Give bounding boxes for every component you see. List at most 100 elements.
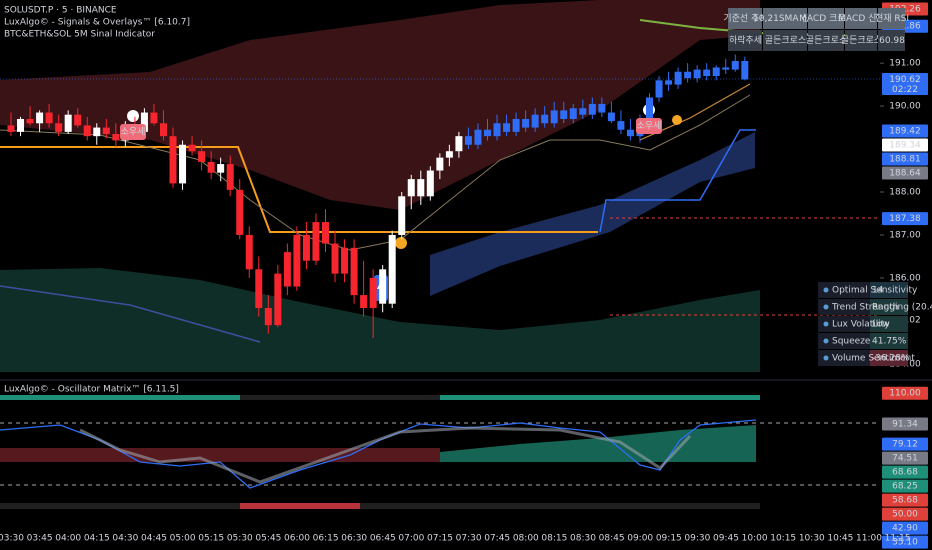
candle-body <box>264 307 272 326</box>
price-tag-label: 79.12 <box>892 440 918 450</box>
x-tick-label: 08:15 <box>541 534 567 544</box>
candle-body <box>503 123 511 132</box>
price-tag <box>882 386 928 400</box>
table-header: 10,21SMA 신호 <box>753 13 818 24</box>
signal-label-box <box>120 124 146 140</box>
info-label-cell <box>818 299 870 315</box>
candle-body <box>350 247 358 296</box>
x-tick-label: 09:15 <box>656 534 682 544</box>
info-value-cell <box>870 316 908 332</box>
candle-body <box>255 269 263 308</box>
candle-body <box>388 234 396 304</box>
table-header: MACD 크로스 <box>799 13 854 24</box>
candle-body <box>550 110 558 124</box>
info-value: -36.28% <box>872 354 910 364</box>
price-tag-label: 68.68 <box>892 468 918 478</box>
price-tag <box>882 212 928 226</box>
candle-body <box>455 136 463 152</box>
table-value: 하락추세 <box>729 34 762 46</box>
price-tag-label: 188.81 <box>889 155 921 165</box>
trend-band <box>430 132 755 296</box>
table-header-cell <box>845 8 877 29</box>
candle-body <box>83 125 91 137</box>
candle-body <box>102 127 110 135</box>
candle-body <box>522 118 530 128</box>
candle-body <box>64 114 72 132</box>
table-header-cell <box>728 8 762 29</box>
x-tick-label: 07:15 <box>427 534 453 544</box>
table-cell <box>845 30 877 51</box>
candle-body <box>674 71 682 85</box>
price-tag <box>882 451 928 465</box>
candle-body <box>512 118 520 132</box>
candle-body <box>169 136 177 184</box>
price-tag-label: 187.38 <box>889 214 921 224</box>
price-tag <box>882 507 928 521</box>
header-text: SOLUSDT.P · 5 · BINANCE <box>4 6 117 16</box>
price-tag <box>882 521 928 535</box>
info-value-cell <box>870 333 908 349</box>
x-tick-label: 09:30 <box>684 534 710 544</box>
candle-body <box>417 179 425 197</box>
x-tick-label: 06:30 <box>341 534 367 544</box>
x-tick-label: 05:15 <box>198 534 224 544</box>
price-tag-label: 188.64 <box>889 169 921 179</box>
header-text: BTC&ETH&SOL 5M Sinal Indicator <box>4 30 155 40</box>
candle-body <box>626 129 634 137</box>
info-value: 14 <box>872 286 884 296</box>
table-value: 60.98 <box>879 36 905 46</box>
x-tick-label: 04:00 <box>55 534 81 544</box>
signal-dot <box>672 115 682 125</box>
x-tick-label: 10:15 <box>770 534 796 544</box>
candle-body <box>331 243 339 274</box>
signal-label: 소우세 <box>637 121 662 132</box>
candle-body <box>531 114 539 128</box>
candle-body <box>741 60 749 80</box>
x-tick-label: 03:45 <box>27 534 53 544</box>
price-tag-label: 192.26 <box>889 5 921 15</box>
x-tick-label: 05:45 <box>255 534 281 544</box>
info-icon <box>823 287 829 293</box>
candle-body <box>541 114 549 124</box>
candle-body <box>474 129 482 145</box>
price-tag-label: 42.90 <box>892 524 918 534</box>
candle-body <box>198 151 206 162</box>
info-label: Optimal Sensitivity <box>832 286 918 296</box>
x-tick-label: 03:30 <box>0 534 24 544</box>
x-tick-label: 08:30 <box>570 534 596 544</box>
x-tick-label: 04:15 <box>84 534 110 544</box>
candle-body <box>569 108 577 119</box>
candle-body <box>321 222 329 244</box>
price-tag-label: 189.34 <box>889 141 921 151</box>
table-cell <box>763 30 807 51</box>
x-tick-label: 06:15 <box>313 534 339 544</box>
price-tag <box>882 535 928 549</box>
price-tag-label: 191.86 <box>889 22 921 32</box>
x-tick-label: 08:45 <box>599 534 625 544</box>
table-cell <box>808 30 844 51</box>
x-tick-label: 10:30 <box>799 534 825 544</box>
candle-body <box>360 295 368 308</box>
candle-body <box>369 277 377 308</box>
candle-body <box>179 144 187 184</box>
candle-body <box>274 273 282 326</box>
price-tag-label: 35.10 <box>892 538 918 548</box>
table-value: 골든크로스 <box>765 35 806 46</box>
trend-line <box>599 129 756 233</box>
info-label-cell <box>818 282 870 298</box>
table-cell <box>728 30 762 51</box>
candle-body <box>283 252 291 287</box>
table-header: 기준선 추세 <box>723 13 767 24</box>
signal-label: 소우세 <box>121 127 146 138</box>
info-label: Volume Sentiment <box>832 354 915 364</box>
candle-body <box>188 144 196 152</box>
price-tag-label: 110.00 <box>889 389 921 399</box>
candle-body <box>684 71 692 79</box>
price-tag <box>882 437 928 451</box>
table-cell <box>878 30 905 51</box>
baseline <box>0 146 598 233</box>
info-label: Trend Strength <box>831 303 898 313</box>
table-header-cell <box>808 8 844 29</box>
x-tick-label: 06:45 <box>370 534 396 544</box>
